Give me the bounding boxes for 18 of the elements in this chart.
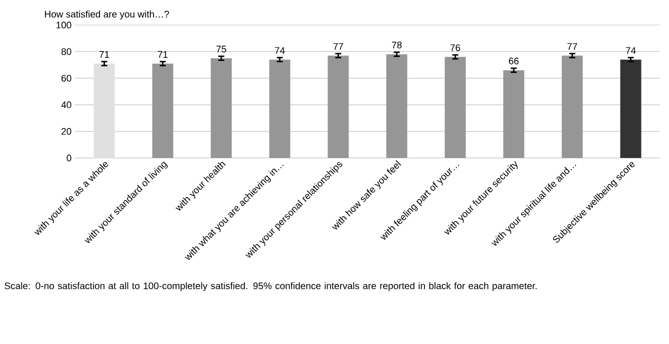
data-label: 71 — [158, 51, 168, 58]
y-tick-label: 20 — [62, 128, 72, 135]
data-label: 74 — [274, 47, 285, 54]
text: Scale: 0-no satisfaction at all to 100-completely satisfied. 95% confidence intervals are reported in black for each parameter. — [4, 282, 537, 292]
data-label: 74 — [626, 47, 636, 54]
y-tick-label: 60 — [62, 74, 72, 82]
chart-title: How satisfied are you with…? — [44, 10, 169, 20]
data-label: 75 — [216, 46, 226, 52]
data-label: 66 — [508, 58, 519, 64]
data-label: 71 — [99, 51, 110, 58]
y-tick-label: 100 — [56, 22, 72, 28]
y-tick-label: 0 — [66, 154, 72, 162]
data-label: 77 — [333, 43, 344, 50]
data-label: 76 — [450, 44, 460, 52]
y-tick-label: 80 — [61, 48, 72, 55]
data-label: 77 — [567, 43, 578, 50]
data-label: 78 — [392, 42, 402, 48]
y-tick-label: 40 — [61, 101, 72, 108]
